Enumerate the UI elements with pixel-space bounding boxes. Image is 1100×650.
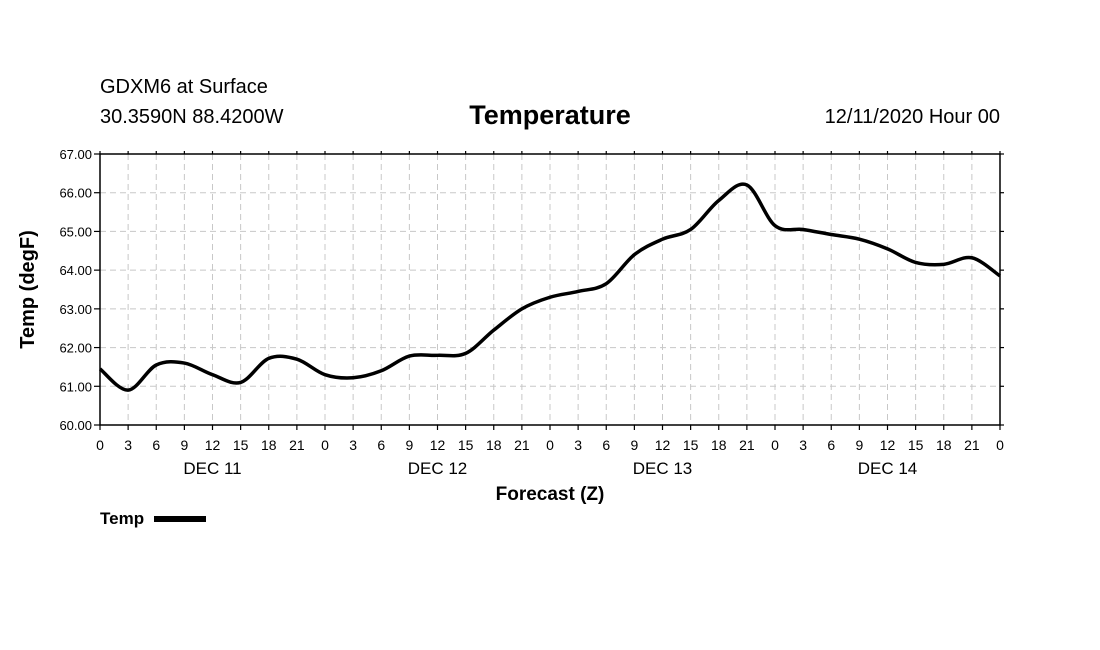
- temp-series-line: [98, 182, 1002, 392]
- y-tick-label: 65.00: [59, 224, 92, 239]
- x-tick-label: 21: [514, 437, 530, 453]
- x-axis-title: Forecast (Z): [496, 484, 605, 505]
- y-tick-label: 62.00: [59, 341, 92, 356]
- x-tick-label: 6: [602, 437, 610, 453]
- x-tick-label: 3: [349, 437, 357, 453]
- x-tick-label: 12: [205, 437, 221, 453]
- day-label: DEC 12: [408, 459, 468, 478]
- x-tick-label: 21: [289, 437, 305, 453]
- x-tick-label: 21: [964, 437, 980, 453]
- y-tick-label: 67.00: [59, 147, 92, 162]
- x-tick-label: 0: [996, 437, 1004, 453]
- station-label: GDXM6 at Surface: [100, 76, 268, 98]
- y-tick-label: 60.00: [59, 418, 92, 433]
- x-tick-label: 6: [152, 437, 160, 453]
- x-tick-label: 9: [405, 437, 413, 453]
- y-tick-label: 63.00: [59, 302, 92, 317]
- x-tick-label: 12: [430, 437, 446, 453]
- x-tick-label: 6: [827, 437, 835, 453]
- day-label: DEC 14: [858, 459, 918, 478]
- y-axis-title: Temp (degF): [17, 230, 39, 349]
- legend-label: Temp: [100, 509, 145, 528]
- x-tick-label: 0: [771, 437, 779, 453]
- x-tick-label: 15: [683, 437, 699, 453]
- x-tick-label: 9: [180, 437, 188, 453]
- x-tick-label: 0: [96, 437, 104, 453]
- x-tick-label: 15: [233, 437, 249, 453]
- y-tick-label: 61.00: [59, 379, 92, 394]
- x-tick-label: 3: [124, 437, 132, 453]
- x-tick-label: 6: [377, 437, 385, 453]
- x-tick-label: 9: [630, 437, 638, 453]
- x-tick-label: 15: [908, 437, 924, 453]
- x-tick-label: 3: [574, 437, 582, 453]
- legend-swatch: [154, 516, 207, 522]
- x-tick-label: 18: [936, 437, 952, 453]
- x-tick-label: 15: [458, 437, 474, 453]
- y-tick-label: 66.00: [59, 186, 92, 201]
- legend: Temp: [100, 509, 207, 529]
- x-tick-label: 3: [799, 437, 807, 453]
- day-label: DEC 11: [183, 459, 241, 478]
- y-tick-label: 64.00: [59, 263, 92, 278]
- coordinates-label: 30.3590N 88.4200W: [100, 106, 284, 128]
- x-tick-label: 0: [321, 437, 329, 453]
- chart-title: Temperature: [469, 100, 631, 130]
- x-tick-label: 21: [739, 437, 755, 453]
- x-tick-label: 12: [655, 437, 671, 453]
- x-tick-label: 18: [261, 437, 277, 453]
- x-tick-label: 18: [486, 437, 502, 453]
- datetime-label: 12/11/2020 Hour 00: [824, 106, 1000, 128]
- day-label: DEC 13: [633, 459, 693, 478]
- x-tick-label: 18: [711, 437, 727, 453]
- x-tick-label: 0: [546, 437, 554, 453]
- x-tick-label: 12: [880, 437, 896, 453]
- x-tick-label: 9: [855, 437, 863, 453]
